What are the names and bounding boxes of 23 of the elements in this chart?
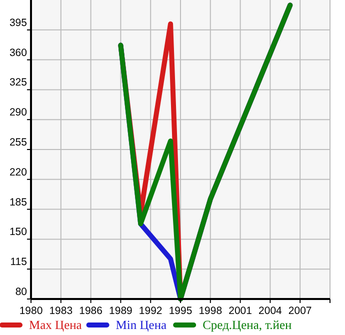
- y-tick-label: 255: [9, 136, 28, 148]
- x-tick-label: 2001: [228, 305, 252, 317]
- legend-label: Max Цена: [29, 318, 82, 332]
- x-tick-label: 1998: [198, 305, 222, 317]
- y-tick-label: 80: [15, 286, 28, 298]
- x-tick-label: 1989: [109, 305, 133, 317]
- x-tick-label: 2007: [288, 305, 312, 317]
- x-tick-label: 1995: [168, 305, 192, 317]
- y-tick-label: 290: [9, 106, 28, 119]
- legend-label: Min Цена: [116, 318, 168, 332]
- y-tick-label: 395: [9, 16, 28, 29]
- y-tick-label: 360: [9, 46, 28, 59]
- y-tick-label: 150: [9, 226, 28, 238]
- x-tick-label: 1992: [138, 305, 162, 317]
- x-tick-label: 1980: [19, 305, 43, 317]
- y-tick-label: 185: [9, 196, 28, 208]
- y-tick-label: 325: [9, 76, 28, 89]
- y-tick-label: 115: [10, 256, 28, 268]
- y-tick-label: 220: [9, 166, 28, 178]
- x-tick-label: 1986: [79, 305, 103, 317]
- x-tick-label: 1983: [49, 305, 73, 317]
- x-tick-label: 2004: [258, 305, 282, 317]
- legend-label: Сред.Цена, т.йен: [202, 318, 292, 332]
